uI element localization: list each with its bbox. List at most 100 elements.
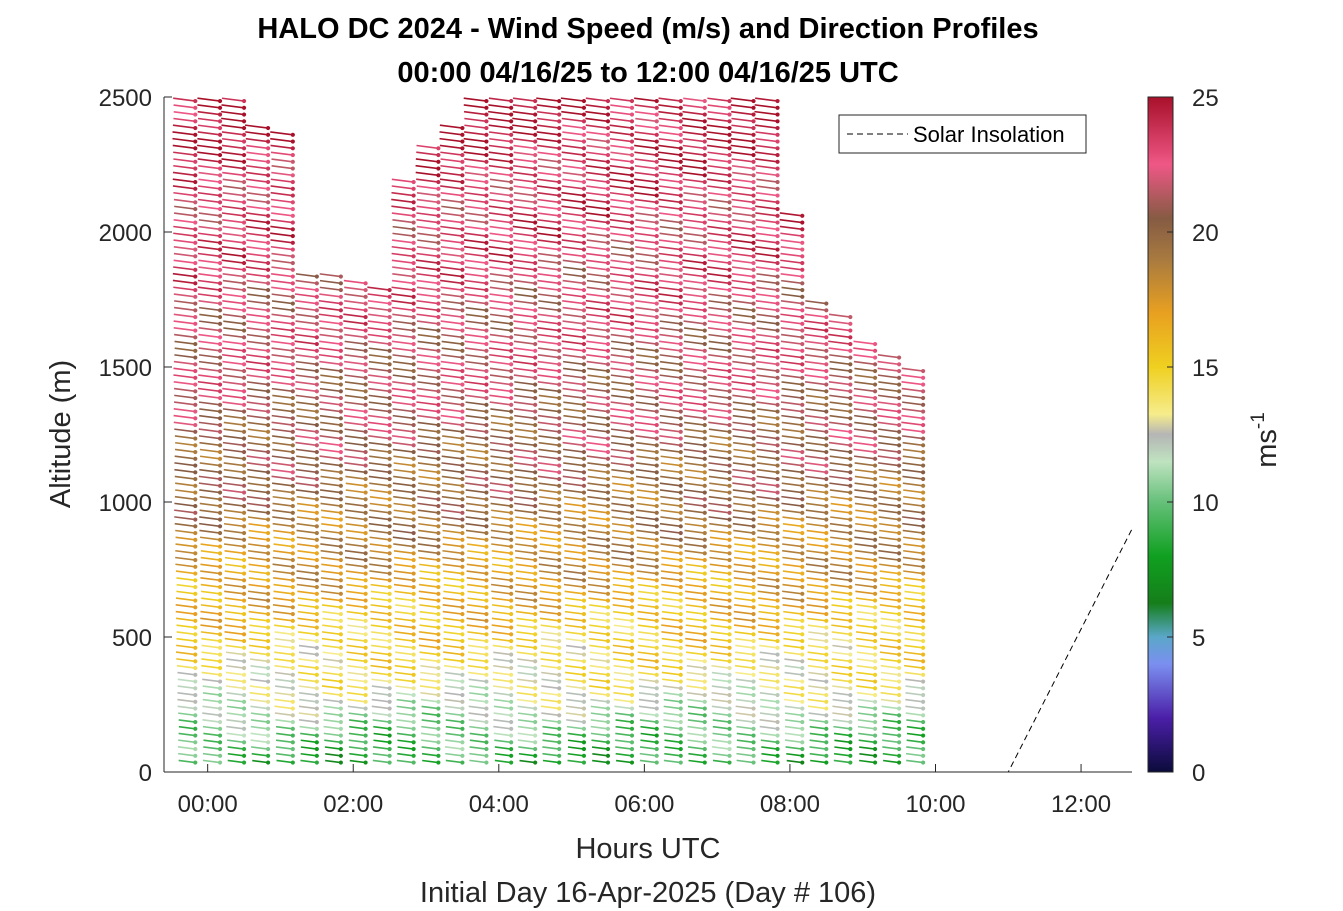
wind-vector xyxy=(683,448,705,453)
wind-vector-point xyxy=(241,449,247,455)
wind-vector-point xyxy=(605,409,611,414)
wind-vector xyxy=(537,360,560,366)
wind-vector xyxy=(682,407,705,413)
wind-vector-point xyxy=(193,247,198,252)
wind-vector xyxy=(639,712,657,717)
wind-vector-point xyxy=(265,706,271,711)
wind-vector xyxy=(467,651,487,656)
wind-vector xyxy=(489,185,512,190)
wind-vector xyxy=(250,705,269,710)
wind-vector xyxy=(567,739,585,744)
wind-vector xyxy=(513,192,536,197)
wind-vector xyxy=(514,475,536,480)
wind-vector xyxy=(246,198,269,204)
wind-vector xyxy=(367,326,390,332)
wind-vector-point xyxy=(557,220,562,225)
wind-vector-point xyxy=(290,699,295,704)
wind-vector-point xyxy=(241,233,247,239)
wind-vector-point xyxy=(217,443,223,448)
wind-vector-point xyxy=(484,429,489,434)
wind-vector-point xyxy=(678,551,683,556)
wind-vector-point xyxy=(509,193,514,198)
wind-vector-point xyxy=(265,132,271,137)
wind-vector-point xyxy=(265,611,271,617)
wind-vector xyxy=(173,219,196,224)
wind-vector xyxy=(223,462,245,467)
wind-vector xyxy=(634,333,657,339)
wind-vector-point xyxy=(702,159,707,164)
wind-vector-point xyxy=(751,672,756,677)
wind-vector xyxy=(780,353,803,359)
wind-vector-point xyxy=(509,125,514,131)
wind-vector xyxy=(441,401,463,406)
wind-vector-point xyxy=(533,409,538,414)
wind-vector xyxy=(492,671,512,676)
wind-vector xyxy=(563,563,585,568)
wind-vector xyxy=(758,597,778,602)
wind-vector xyxy=(536,124,560,129)
wind-vector xyxy=(515,610,536,615)
wind-vector xyxy=(517,658,536,663)
wind-vector xyxy=(688,752,705,757)
wind-vector-point xyxy=(800,213,805,218)
wind-vector xyxy=(488,158,512,163)
wind-vector xyxy=(247,286,269,291)
wind-vector xyxy=(493,658,512,663)
wind-vector xyxy=(173,191,196,197)
wind-vector xyxy=(247,293,269,298)
wind-vector-point xyxy=(557,632,562,637)
wind-vector xyxy=(250,719,269,723)
wind-vector-point xyxy=(338,483,343,488)
wind-vector xyxy=(416,198,439,204)
wind-vector xyxy=(463,110,487,116)
wind-vector-point xyxy=(654,571,659,576)
wind-vector xyxy=(659,441,681,447)
wind-vector xyxy=(198,340,221,345)
wind-vector xyxy=(272,489,293,494)
wind-vector xyxy=(634,178,657,183)
wind-vector-point xyxy=(193,665,198,671)
wind-vector-point xyxy=(241,443,247,448)
wind-vector xyxy=(658,144,681,150)
wind-vector xyxy=(440,158,463,163)
wind-vector-point xyxy=(775,611,780,617)
wind-vector xyxy=(561,340,585,345)
wind-vector-point xyxy=(217,301,223,306)
wind-vector-point xyxy=(678,510,683,515)
wind-vector xyxy=(201,590,221,595)
wind-vector-point xyxy=(702,247,707,252)
wind-vector xyxy=(536,218,560,224)
wind-vector-point xyxy=(436,463,441,468)
wind-vector xyxy=(611,381,633,386)
wind-vector-point xyxy=(436,740,441,745)
wind-vector-point xyxy=(678,470,683,475)
wind-vector xyxy=(683,327,705,332)
wind-vector xyxy=(441,387,463,393)
wind-vector-point xyxy=(533,389,538,394)
wind-vector xyxy=(683,374,705,379)
wind-vector xyxy=(465,435,487,440)
wind-vector-point xyxy=(727,517,732,522)
wind-vector xyxy=(537,293,560,298)
wind-vector xyxy=(221,259,245,264)
wind-vector xyxy=(537,381,560,386)
wind-vector-point xyxy=(193,483,198,488)
wind-vector-point xyxy=(193,726,198,731)
wind-vector-point xyxy=(775,254,780,259)
wind-vector xyxy=(173,151,196,156)
wind-vector-point xyxy=(605,152,611,158)
wind-vector-point xyxy=(265,206,271,212)
wind-vector-point xyxy=(363,321,368,326)
wind-vector xyxy=(536,97,560,102)
wind-vector-point xyxy=(290,395,295,401)
wind-vector-point xyxy=(436,686,441,691)
wind-vector xyxy=(444,685,463,690)
wind-vector xyxy=(319,273,341,278)
wind-vector-point xyxy=(290,166,295,171)
wind-vector-point xyxy=(557,274,562,279)
wind-vector xyxy=(172,144,196,150)
wind-vector-point xyxy=(241,341,247,347)
wind-vector xyxy=(368,468,390,474)
wind-vector-point xyxy=(605,733,611,738)
wind-vector-point xyxy=(338,476,343,482)
